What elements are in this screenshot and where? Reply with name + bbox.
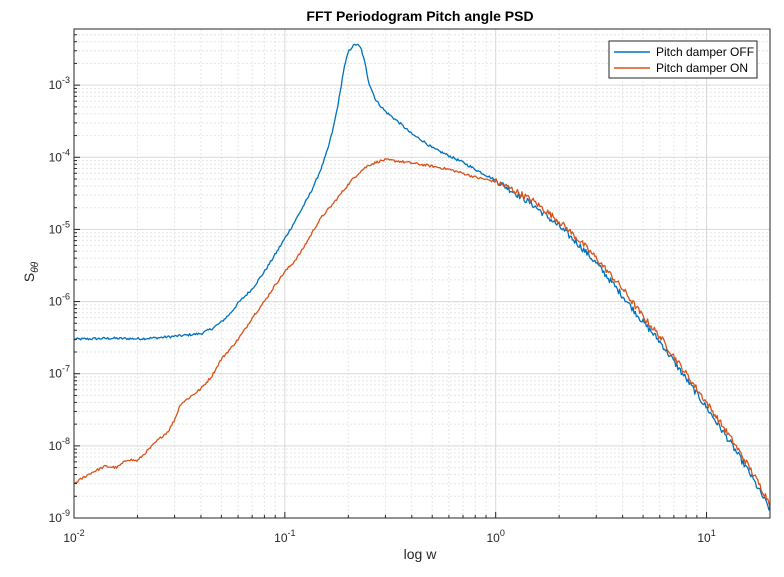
x-tick-label-exponent: -2 [77,528,85,538]
x-tick-label-base: 10 [274,531,288,545]
major-grid [73,29,770,519]
x-tick-label: 10-1 [274,528,295,545]
y-tick-label-base: 10 [49,222,63,236]
y-tick-label: 10-7 [49,364,70,381]
legend: Pitch damper OFF Pitch damper ON [608,40,758,79]
y-tick-label-exponent: -7 [62,364,70,374]
minor-grid [74,29,770,518]
y-tick-label: 10-4 [49,147,70,164]
y-tick-label-exponent: -5 [62,219,70,229]
y-tick-label-base: 10 [49,295,63,309]
legend-box [608,40,758,79]
chart-title: FFT Periodogram Pitch angle PSD [306,8,533,24]
x-axis-label: log w [404,546,438,562]
y-tick-label: 10-9 [49,508,70,525]
legend-label-pitch-damper-on: Pitch damper ON [656,61,748,75]
y-tick-label-base: 10 [49,367,63,381]
y-tick-label: 10-3 [49,75,70,92]
legend-label-pitch-damper-off: Pitch damper OFF [656,45,754,59]
y-tick-label-base: 10 [49,511,63,525]
y-tick-label-exponent: -6 [62,292,70,302]
y-tick-label: 10-6 [49,292,70,309]
series-line-pitch-damper-off [73,43,771,511]
y-tick-label-exponent: -3 [62,75,70,85]
x-tick-label-base: 10 [697,531,711,545]
series-line-pitch-damper-on [73,158,771,507]
y-axis-label-subscript: θθ [30,261,41,272]
y-tick-label-exponent: -4 [62,147,70,157]
y-tick-labels: 10-910-810-710-610-510-410-3 [49,75,70,525]
y-tick-label-base: 10 [49,439,63,453]
x-tick-labels: 10-2 10-1 100 101 [63,528,715,545]
x-tick-label: 10-2 [63,528,84,545]
series-group [73,43,771,511]
y-tick-label-exponent: -9 [62,508,70,518]
x-tick-label-exponent: 0 [500,528,505,538]
y-axis-label-base: S [21,273,37,282]
y-tick-label: 10-5 [49,219,70,236]
y-tick-label-base: 10 [49,150,63,164]
axes-frame [73,28,771,519]
y-tick-label: 10-8 [49,436,70,453]
x-tick-label-exponent: 1 [711,528,716,538]
x-tick-label: 100 [486,528,504,545]
x-tick-label-exponent: -1 [288,528,296,538]
x-tick-label: 101 [697,528,715,545]
y-tick-label-exponent: -8 [62,436,70,446]
y-axis-label: Sθθ [21,261,41,282]
x-tick-label-base: 10 [486,531,500,545]
tick-marks [73,34,708,519]
x-tick-label-base: 10 [63,531,77,545]
y-tick-label-base: 10 [49,78,63,92]
